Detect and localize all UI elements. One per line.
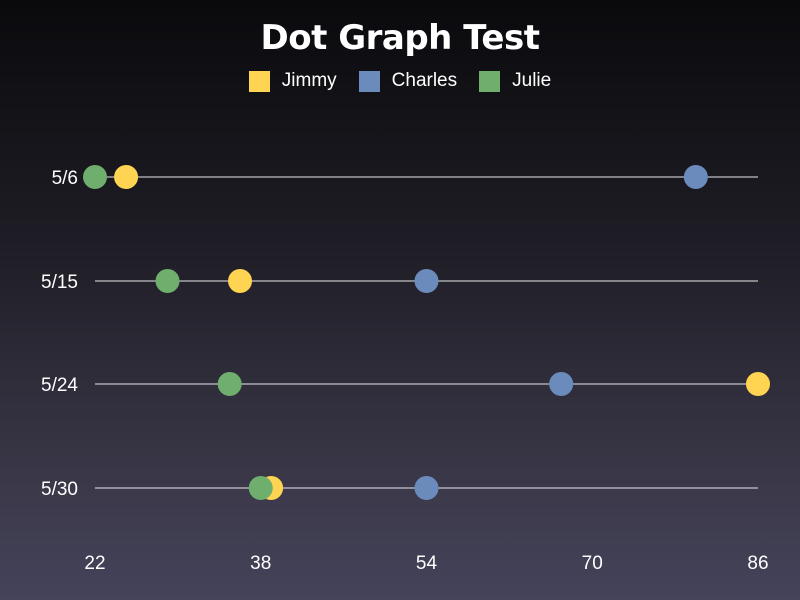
y-tick-label: 5/30	[41, 479, 78, 500]
dot-charles-5-24[interactable]	[549, 372, 574, 396]
dot-charles-5-15[interactable]	[414, 269, 439, 293]
y-tick-label: 5/6	[52, 168, 78, 189]
legend-item-charles[interactable]: Charles	[358, 70, 458, 92]
dot-julie-5-24[interactable]	[217, 372, 242, 396]
legend-item-julie[interactable]: Julie	[479, 70, 551, 92]
legend-label-charles: Charles	[391, 70, 458, 91]
x-tick-label: 54	[416, 553, 438, 574]
legend-label-jimmy: Jimmy	[281, 70, 337, 91]
legend-swatch-jimmy	[248, 70, 270, 92]
dot-jimmy-5-15[interactable]	[228, 269, 253, 293]
x-tick-label: 38	[250, 553, 271, 574]
y-tick-label: 5/24	[41, 375, 78, 396]
y-tick-label: 5/15	[41, 272, 78, 293]
chart-title: Dot Graph Test	[260, 18, 540, 58]
dot-jimmy-5-24[interactable]	[746, 372, 770, 396]
legend-swatch-julie	[479, 70, 501, 92]
legend-label-julie: Julie	[512, 70, 552, 91]
x-tick-label: 70	[582, 553, 603, 574]
dot-julie-5-6[interactable]	[83, 165, 107, 189]
legend-item-jimmy[interactable]: Jimmy	[248, 70, 337, 92]
x-tick-label: 86	[747, 553, 768, 574]
dot-charles-5-6[interactable]	[683, 165, 708, 189]
dot-charles-5-30[interactable]	[414, 476, 439, 500]
dot-julie-5-30[interactable]	[248, 476, 273, 500]
x-tick-label: 22	[84, 553, 105, 574]
dot-julie-5-15[interactable]	[155, 269, 180, 293]
legend: Jimmy Charles Julie	[0, 70, 800, 92]
dot-jimmy-5-6[interactable]	[114, 165, 139, 189]
legend-swatch-charles	[358, 70, 380, 92]
